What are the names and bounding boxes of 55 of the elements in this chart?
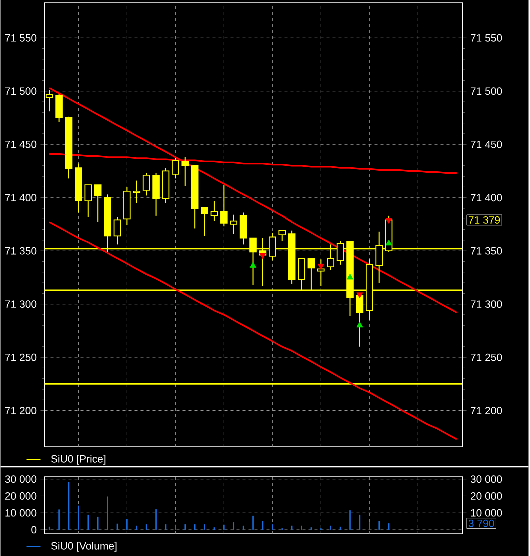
y-tick-label: 0	[32, 526, 37, 534]
candlestick	[143, 172, 150, 196]
y2-tick-label: 30 000	[471, 476, 502, 484]
point	[356, 292, 364, 299]
candlestick	[114, 216, 122, 246]
y2-tick-label: 71 500	[471, 88, 502, 96]
candlestick	[240, 212, 248, 246]
y2-tick-label: 71 550	[471, 34, 502, 42]
y-tick-label: 71 200	[6, 407, 37, 415]
point	[250, 262, 257, 268]
y-tick-label: 71 250	[6, 354, 37, 362]
point	[356, 322, 364, 328]
candlestick	[94, 184, 102, 223]
y-tick-label: 71 400	[6, 194, 37, 202]
candlestick	[220, 184, 228, 228]
text: 3 790	[469, 520, 495, 528]
y-tick-label: 20 000	[6, 492, 37, 500]
y2-tick-label: 71 400	[471, 194, 502, 202]
y2-tick-label: 71 200	[471, 407, 502, 415]
legend-label: SiU0 [Price]	[52, 455, 106, 465]
candlestick	[356, 293, 364, 348]
point	[347, 274, 354, 280]
candlestick	[56, 94, 64, 123]
y2-tick-label: 71 300	[471, 300, 502, 308]
candlestick	[152, 172, 160, 216]
candlestick	[84, 184, 92, 218]
y-tick-label: 71 450	[6, 140, 37, 148]
candlestick	[172, 158, 180, 180]
point	[260, 253, 267, 260]
candlestick	[182, 156, 190, 187]
candlestick	[278, 230, 286, 242]
y2-tick-label: 10 000	[472, 509, 502, 517]
y-tick-label: 71 350	[6, 247, 37, 255]
line-series	[49, 87, 458, 314]
point	[386, 218, 393, 224]
y-tick-label: 71 550	[6, 34, 37, 42]
candlestick	[201, 206, 209, 237]
point	[386, 240, 393, 246]
candlestick	[211, 200, 218, 222]
y-tick-label: 71 300	[6, 300, 37, 308]
candlestick	[46, 90, 54, 112]
text: 71 379	[469, 216, 500, 224]
candlestick	[133, 180, 141, 204]
candlestick	[230, 214, 238, 235]
y2-tick-label: 20 000	[471, 492, 502, 500]
y2-tick-label: 71 450	[471, 140, 502, 148]
y2-tick-label: 71 250	[471, 354, 502, 362]
y2-tick-label: 71 350	[471, 247, 502, 255]
point	[318, 264, 325, 270]
legend-label: SiU0 [Volume]	[52, 542, 117, 552]
y-tick-label: 30 000	[6, 476, 37, 484]
y-tick-label: 10 000	[6, 509, 37, 517]
y-tick-label: 71 500	[6, 88, 37, 96]
candlestick	[318, 259, 326, 287]
line-series	[49, 222, 458, 440]
